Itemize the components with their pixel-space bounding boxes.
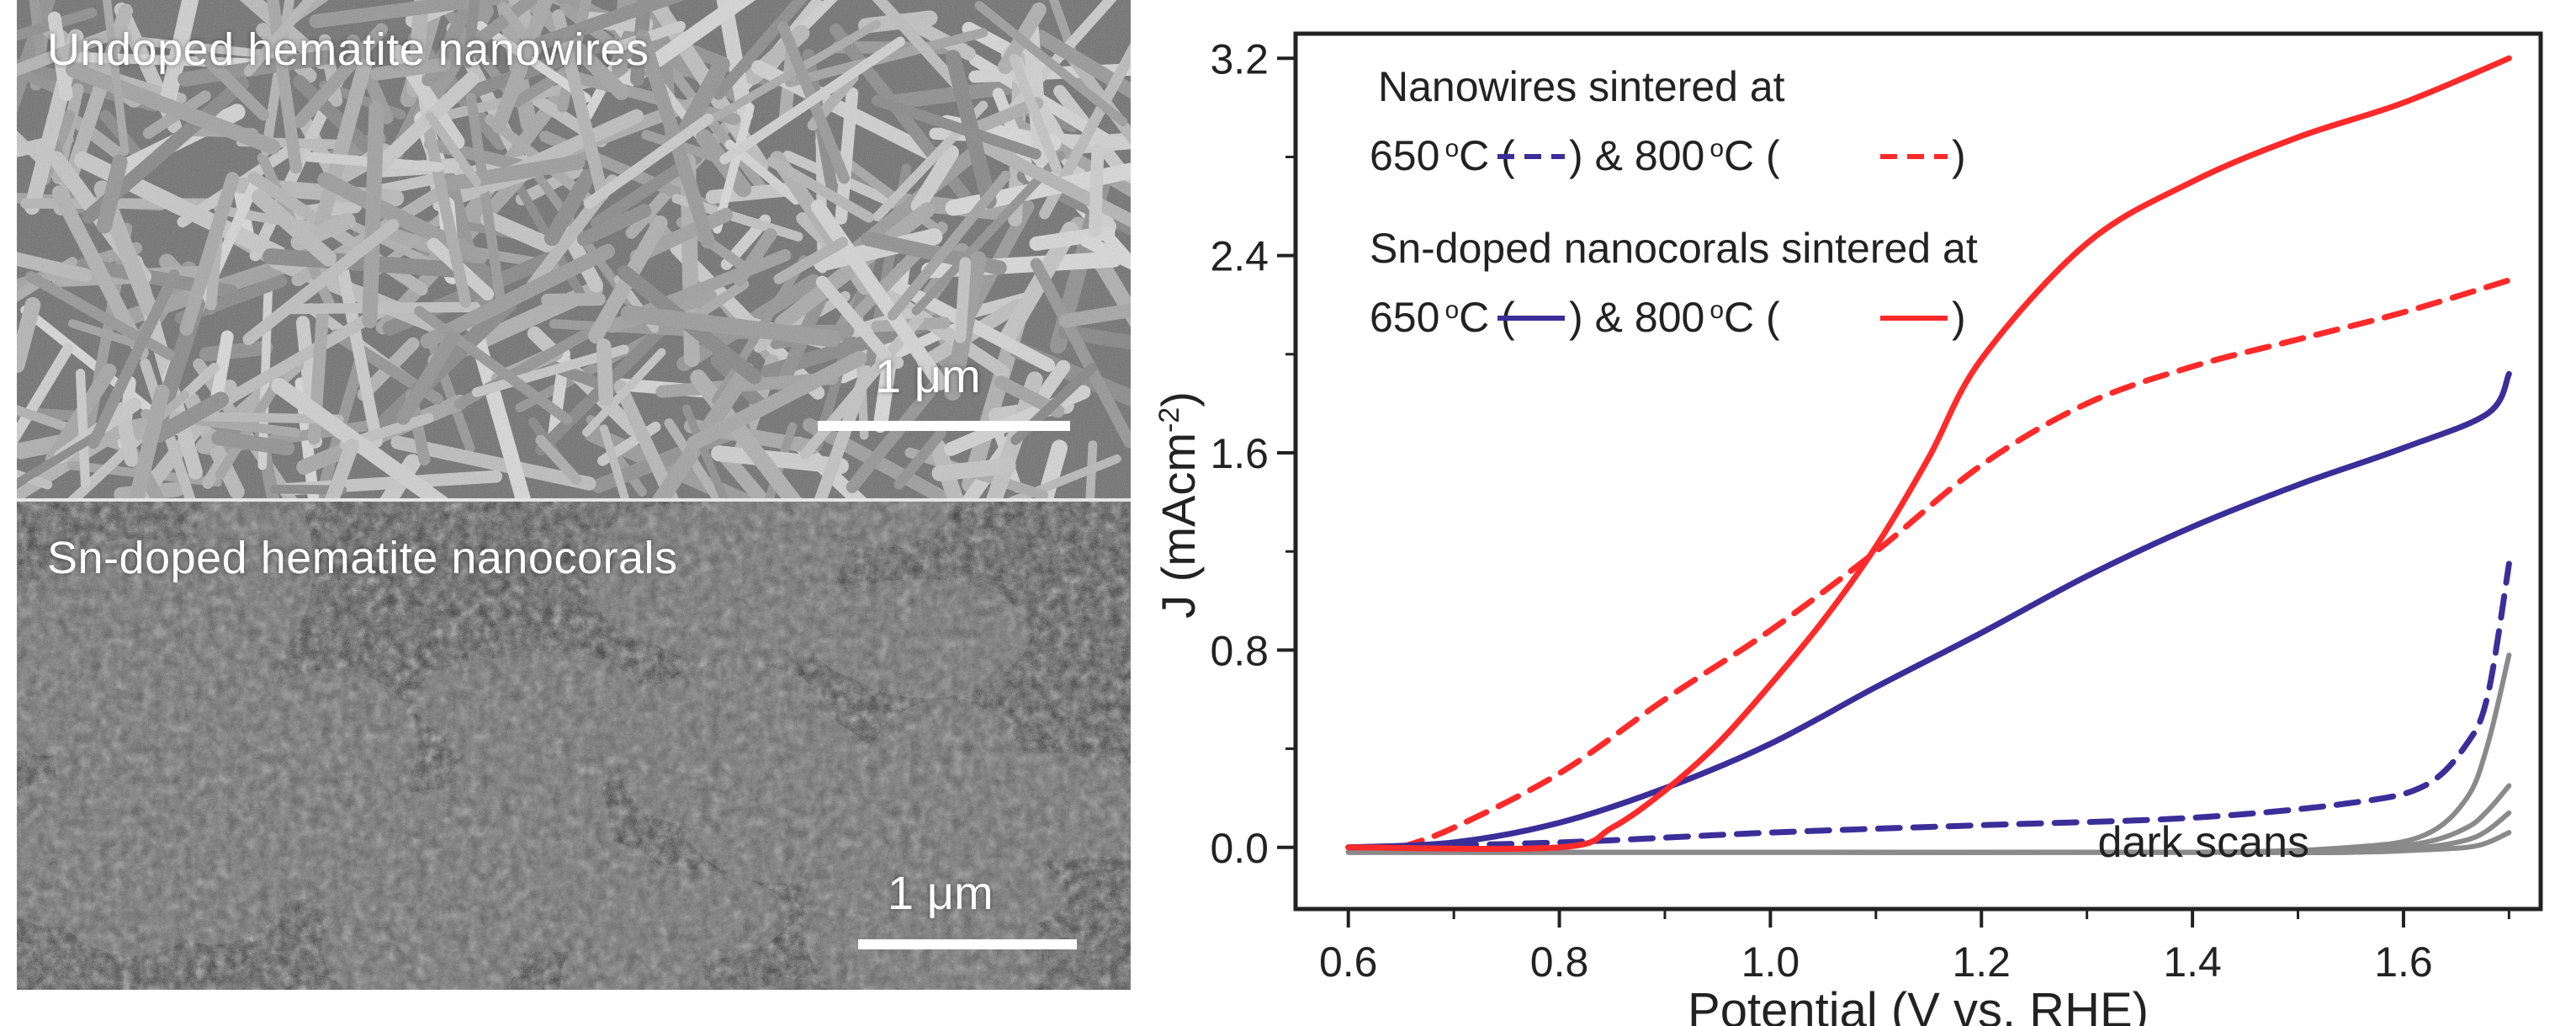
series-line-nw650 bbox=[1345, 561, 2512, 851]
legend-nanocorals-line-2: ) & 800 oC ( bbox=[1569, 294, 1780, 341]
nanocoral-texture bbox=[427, 832, 673, 953]
nanocoral-texture bbox=[342, 789, 539, 961]
y-tick-label: 2.4 bbox=[1210, 233, 1269, 280]
x-axis: 0.6 0.8 1.0 1.2 1.4 1.6 bbox=[1319, 909, 2510, 986]
nanocoral-texture bbox=[839, 608, 1014, 699]
nanocoral-texture bbox=[810, 502, 950, 548]
nanocorals-micrograph bbox=[17, 502, 1131, 990]
y-tick-label: 0.8 bbox=[1210, 627, 1269, 674]
x-axis-title: Potential (V vs. RHE) bbox=[1688, 983, 2149, 1026]
curve-group bbox=[1345, 55, 2512, 856]
nanocoral-texture bbox=[53, 679, 276, 836]
legend-close: ) bbox=[1952, 132, 1966, 179]
nanocoral-texture bbox=[710, 502, 849, 620]
scale-bar-label: 1 μm bbox=[875, 349, 981, 402]
x-tick-label: 0.8 bbox=[1530, 938, 1589, 986]
series-line-nc650 bbox=[1345, 370, 2512, 851]
nanocoral-texture bbox=[807, 578, 1031, 690]
sem-image-nanowires: Undoped hematite nanowires 1 μm bbox=[17, 0, 1131, 498]
legend-nanowires-heading: Nanowires sintered at bbox=[1378, 63, 1785, 110]
nanocoral-texture bbox=[856, 847, 1066, 938]
nanocoral-texture bbox=[17, 635, 196, 751]
nanocoral-texture bbox=[411, 657, 599, 746]
nanocoral-texture bbox=[633, 662, 839, 805]
nanocoral-texture bbox=[431, 778, 607, 894]
nanocoral-texture bbox=[631, 549, 851, 667]
panel-divider bbox=[17, 498, 1131, 502]
nanocoral-texture bbox=[289, 729, 413, 922]
nanocoral-texture bbox=[555, 868, 789, 964]
scale-bar-label: 1 μm bbox=[888, 866, 994, 919]
dark-scans-annotation: dark scans bbox=[2098, 818, 2309, 867]
nanocoral-texture bbox=[863, 699, 1030, 868]
x-tick-label: 1.2 bbox=[1952, 938, 2011, 986]
x-tick-label: 1.0 bbox=[1741, 938, 1800, 986]
x-tick-label: 0.6 bbox=[1319, 938, 1378, 986]
nanocoral-texture bbox=[243, 669, 419, 820]
legend-nanowires-line: 650 oC ( bbox=[1370, 132, 1515, 179]
series-line-dark1 bbox=[1345, 652, 2512, 856]
y-tick-label: 1.6 bbox=[1210, 430, 1269, 477]
nanowires-micrograph bbox=[17, 0, 1131, 498]
nanocoral-texture bbox=[587, 503, 755, 646]
nanocoral-texture bbox=[673, 709, 887, 884]
nanocoral-texture bbox=[178, 530, 285, 730]
scale-bar bbox=[858, 939, 1077, 949]
series-line-nc800 bbox=[1345, 55, 2512, 852]
legend-nanocorals-line: 650 oC ( bbox=[1370, 294, 1515, 341]
nanocoral-texture bbox=[60, 854, 206, 956]
legend-close: ) bbox=[1952, 294, 1966, 341]
nanocoral-texture bbox=[17, 580, 189, 757]
nanocoral-texture bbox=[17, 779, 128, 928]
nanocoral-texture bbox=[193, 502, 314, 662]
nanocoral-texture bbox=[941, 752, 1131, 862]
series-line-dark4 bbox=[1345, 830, 2512, 855]
y-tick-label: 3.2 bbox=[1210, 35, 1269, 82]
nanocoral-texture bbox=[322, 879, 524, 990]
nanocoral-texture bbox=[845, 862, 1042, 990]
nanocoral-texture bbox=[821, 865, 1010, 990]
x-tick-label: 1.4 bbox=[2163, 938, 2222, 986]
nanocoral-texture bbox=[63, 547, 208, 691]
nanocoral-texture bbox=[803, 836, 951, 990]
nanocoral-texture bbox=[72, 583, 277, 737]
nanocoral-texture bbox=[433, 730, 610, 938]
legend-nanowires-line-2: ) & 800 oC ( bbox=[1569, 132, 1780, 179]
nanocoral-texture bbox=[17, 538, 258, 746]
nanocoral-texture bbox=[443, 650, 656, 794]
y-axis: 0.0 0.8 1.6 2.4 3.2 bbox=[1210, 35, 1296, 872]
series-line-nw800 bbox=[1397, 277, 2512, 851]
nanocoral-texture bbox=[680, 772, 913, 859]
nanocoral-texture bbox=[616, 678, 753, 825]
y-axis-title: J (mAcm-2) bbox=[1152, 391, 1205, 619]
plot-frame bbox=[1293, 31, 2543, 912]
legend: Nanowires sintered at 650 oC ( ) & 800 oC (… bbox=[1370, 63, 1978, 341]
nanocorals-label: Sn-doped hematite nanocorals bbox=[47, 533, 678, 583]
x-tick-label: 1.6 bbox=[2374, 938, 2433, 986]
scale-bar bbox=[818, 421, 1070, 431]
legend-nanocorals-heading: Sn-doped nanocorals sintered at bbox=[1370, 225, 1978, 272]
nanocoral-texture bbox=[560, 908, 705, 990]
photocurrent-chart: 0.6 0.8 1.0 1.2 1.4 1.6 0.0 0.8 1.6 2.4 3.2 Poten… bbox=[1152, 31, 2543, 1026]
sem-image-nanocorals: Sn-doped hematite nanocorals 1 μm bbox=[17, 502, 1131, 990]
nanocoral-texture bbox=[142, 739, 393, 903]
y-tick-label: 0.0 bbox=[1210, 825, 1269, 872]
nanocoral-texture bbox=[76, 742, 239, 933]
nanocoral-texture bbox=[123, 736, 303, 945]
nanowires-label: Undoped hematite nanowires bbox=[47, 24, 649, 75]
